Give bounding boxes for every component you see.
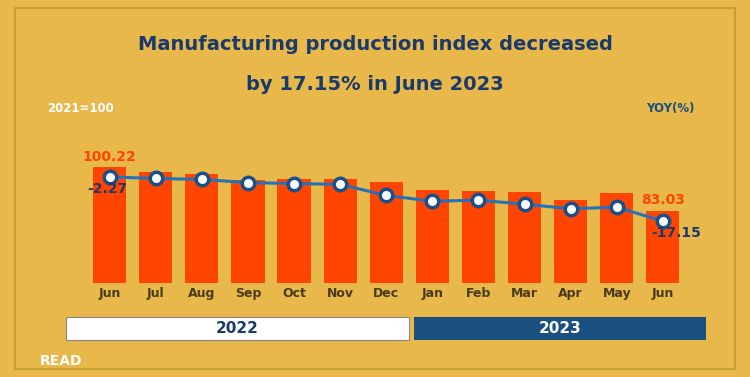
Bar (278, 179, 310, 377)
Bar (370, 182, 403, 377)
Bar (231, 180, 265, 377)
Bar (416, 190, 449, 377)
Text: 83.03: 83.03 (641, 193, 685, 207)
Text: 2023: 2023 (538, 321, 581, 336)
Bar (140, 172, 172, 377)
Text: -2.27: -2.27 (87, 182, 128, 196)
Bar (93, 167, 126, 377)
Text: 2021=100: 2021=100 (47, 102, 114, 115)
Text: 2022: 2022 (216, 321, 259, 336)
Text: Manufacturing production index decreased: Manufacturing production index decreased (137, 35, 613, 54)
Bar (66, 317, 409, 340)
Text: -17.15: -17.15 (652, 226, 701, 240)
Text: YOY(%): YOY(%) (646, 102, 695, 115)
Bar (413, 317, 706, 340)
Bar (462, 191, 495, 377)
Bar (600, 193, 633, 377)
Text: 100.22: 100.22 (82, 150, 136, 164)
Text: by 17.15% in June 2023: by 17.15% in June 2023 (246, 75, 504, 94)
Bar (508, 192, 542, 377)
Bar (646, 211, 680, 377)
Bar (323, 179, 357, 377)
Text: READ: READ (40, 354, 82, 368)
Bar (554, 200, 587, 377)
Bar (185, 173, 218, 377)
